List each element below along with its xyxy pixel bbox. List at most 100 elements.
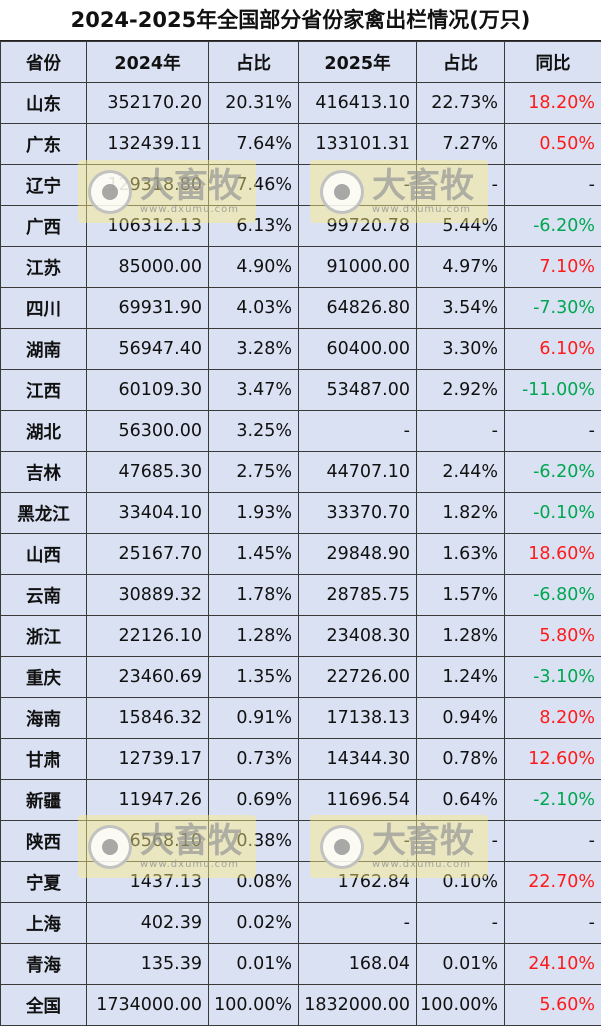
cell-2024-share: 1.93% (208, 492, 299, 534)
header-row: 省份 2024年 占比 2025年 占比 同比 (0, 41, 601, 83)
cell-yoy: -0.10% (504, 492, 601, 534)
col-header-yoy: 同比 (504, 41, 601, 83)
cell-2025-share: 1.24% (416, 656, 505, 698)
cell-province: 湖南 (0, 328, 87, 370)
table-row: 四川 69931.90 4.03% 64826.80 3.54% -7.30% (0, 287, 601, 329)
cell-2025-value: 133101.31 (298, 123, 417, 165)
cell-2025-value: 60400.00 (298, 328, 417, 370)
cell-2025-share: 5.44% (416, 205, 505, 247)
cell-2025-share: 3.54% (416, 287, 505, 329)
table-row: 辽宁 129318.80 7.46% - - - (0, 164, 601, 206)
cell-province: 山西 (0, 533, 87, 575)
cell-2025-value: 11696.54 (298, 779, 417, 821)
cell-yoy: 8.20% (504, 697, 601, 739)
cell-2025-share: - (416, 902, 505, 944)
cell-2025-share: 0.64% (416, 779, 505, 821)
cell-2025-share: 3.30% (416, 328, 505, 370)
cell-province: 宁夏 (0, 861, 87, 903)
cell-yoy: - (504, 820, 601, 862)
cell-yoy: -6.20% (504, 205, 601, 247)
cell-province: 广西 (0, 205, 87, 247)
table-row: 江西 60109.30 3.47% 53487.00 2.92% -11.00% (0, 369, 601, 411)
cell-yoy: - (504, 902, 601, 944)
cell-yoy: -7.30% (504, 287, 601, 329)
col-header-2024: 2024年 (86, 41, 209, 83)
cell-2024-value: 135.39 (86, 943, 209, 985)
cell-2025-share: 0.10% (416, 861, 505, 903)
cell-2025-value: 14344.30 (298, 738, 417, 780)
total-row: 全国 1734000.00 100.00% 1832000.00 100.00% 5.60… (0, 984, 601, 1026)
cell-2025-value: 33370.70 (298, 492, 417, 534)
cell-province: 上海 (0, 902, 87, 944)
cell-2025-value: - (298, 410, 417, 452)
cell-province: 浙江 (0, 615, 87, 657)
cell-2025-value: 416413.10 (298, 82, 417, 124)
cell-2025-value: 17138.13 (298, 697, 417, 739)
cell-province: 海南 (0, 697, 87, 739)
cell-2024-value: 132439.11 (86, 123, 209, 165)
table-row: 山西 25167.70 1.45% 29848.90 1.63% 18.60% (0, 533, 601, 575)
cell-2024-value: 33404.10 (86, 492, 209, 534)
cell-2024-share: 3.28% (208, 328, 299, 370)
cell-2024-share: 4.90% (208, 246, 299, 288)
table-row: 重庆 23460.69 1.35% 22726.00 1.24% -3.10% (0, 656, 601, 698)
cell-2025-value: 168.04 (298, 943, 417, 985)
cell-province: 青海 (0, 943, 87, 985)
cell-yoy: 5.60% (504, 984, 601, 1026)
col-header-2025: 2025年 (298, 41, 417, 83)
cell-yoy: -6.80% (504, 574, 601, 616)
cell-yoy: - (504, 410, 601, 452)
cell-2024-value: 1437.13 (86, 861, 209, 903)
col-header-province: 省份 (0, 41, 87, 83)
cell-province: 辽宁 (0, 164, 87, 206)
cell-2025-value: 1762.84 (298, 861, 417, 903)
table-row: 宁夏 1437.13 0.08% 1762.84 0.10% 22.70% (0, 861, 601, 903)
cell-2024-share: 1.78% (208, 574, 299, 616)
cell-2025-share: - (416, 820, 505, 862)
cell-2025-share: 22.73% (416, 82, 505, 124)
cell-2024-share: 100.00% (208, 984, 299, 1026)
cell-2025-value: 29848.90 (298, 533, 417, 575)
cell-2025-share: 0.94% (416, 697, 505, 739)
cell-2024-value: 12739.17 (86, 738, 209, 780)
table-row: 湖北 56300.00 3.25% - - - (0, 410, 601, 452)
table-row: 上海 402.39 0.02% - - - (0, 902, 601, 944)
cell-2024-value: 22126.10 (86, 615, 209, 657)
cell-province: 山东 (0, 82, 87, 124)
table-row: 黑龙江 33404.10 1.93% 33370.70 1.82% -0.10% (0, 492, 601, 534)
cell-2025-share: 2.92% (416, 369, 505, 411)
cell-2025-share: - (416, 410, 505, 452)
cell-2024-value: 106312.13 (86, 205, 209, 247)
cell-2024-value: 1734000.00 (86, 984, 209, 1026)
poultry-table: 省份 2024年 占比 2025年 占比 同比 山东 352170.20 20.31… (0, 41, 601, 1026)
cell-2025-share: 1.28% (416, 615, 505, 657)
cell-yoy: -11.00% (504, 369, 601, 411)
cell-yoy: 12.60% (504, 738, 601, 780)
table-row: 陕西 6568.10 0.38% - - - (0, 820, 601, 862)
cell-yoy: 0.50% (504, 123, 601, 165)
cell-2024-share: 0.69% (208, 779, 299, 821)
cell-2025-value: - (298, 902, 417, 944)
cell-province: 四川 (0, 287, 87, 329)
table-row: 青海 135.39 0.01% 168.04 0.01% 24.10% (0, 943, 601, 985)
cell-province: 湖北 (0, 410, 87, 452)
cell-2025-share: 1.57% (416, 574, 505, 616)
cell-2025-share: 0.78% (416, 738, 505, 780)
cell-2024-share: 4.03% (208, 287, 299, 329)
cell-2025-value: 28785.75 (298, 574, 417, 616)
cell-2025-value: 23408.30 (298, 615, 417, 657)
cell-2025-value: 99720.78 (298, 205, 417, 247)
cell-2025-share: - (416, 164, 505, 206)
cell-2024-share: 7.64% (208, 123, 299, 165)
cell-2025-share: 0.01% (416, 943, 505, 985)
cell-2025-value: - (298, 164, 417, 206)
cell-yoy: 7.10% (504, 246, 601, 288)
cell-province: 黑龙江 (0, 492, 87, 534)
table-row: 吉林 47685.30 2.75% 44707.10 2.44% -6.20% (0, 451, 601, 493)
cell-2024-share: 0.02% (208, 902, 299, 944)
cell-2024-value: 47685.30 (86, 451, 209, 493)
table-row: 浙江 22126.10 1.28% 23408.30 1.28% 5.80% (0, 615, 601, 657)
cell-2024-share: 1.35% (208, 656, 299, 698)
cell-2025-share: 1.82% (416, 492, 505, 534)
cell-2024-share: 0.91% (208, 697, 299, 739)
